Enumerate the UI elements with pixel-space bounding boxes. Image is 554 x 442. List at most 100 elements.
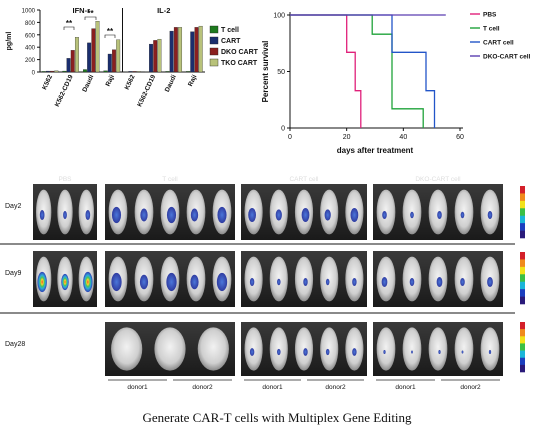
mouse [244, 256, 263, 302]
colorbar-segment [520, 343, 525, 351]
bar-category-label: Daudi [81, 74, 95, 93]
mouse [454, 189, 474, 235]
luminescence-signal [111, 206, 122, 224]
luminescence-signal [381, 276, 388, 288]
significance-bracket [104, 34, 116, 38]
bar [107, 53, 112, 73]
luminescence-signal [409, 277, 415, 287]
bar-legend-swatch [209, 47, 219, 56]
bar [66, 58, 71, 73]
luminescence-signal [275, 209, 282, 221]
bar-y-tick-label: 400 [25, 46, 36, 52]
luminescence-signal [139, 274, 149, 290]
mouse [320, 327, 339, 371]
bar [165, 71, 170, 73]
survival-legend-label: T cell [483, 26, 500, 33]
donor-label: donor2 [192, 384, 213, 391]
survival-x-tick-label: 0 [288, 134, 292, 141]
luminescence-signal [216, 272, 228, 292]
luminescence-signal [461, 350, 464, 354]
bar [116, 39, 121, 73]
luminescence-signal [249, 348, 255, 356]
luminescence-signal [190, 208, 199, 222]
luminescence-signal [190, 274, 199, 290]
luminescence-signal [85, 209, 91, 221]
bar-y-tick-label: 0 [32, 71, 36, 77]
mouse [402, 327, 422, 371]
image-row-label: Day2 [5, 203, 21, 210]
bar-category-label: K562 [41, 74, 54, 91]
survival-x-tick-label: 40 [399, 134, 407, 141]
bar [41, 71, 46, 73]
bar [70, 50, 75, 73]
donor-label: donor2 [460, 384, 481, 391]
luminescence-signal [410, 211, 414, 219]
luminescence-signal [382, 210, 387, 220]
colorbar-segment [520, 289, 525, 297]
bar [157, 38, 162, 73]
bar [178, 27, 183, 73]
donor-label: donor2 [325, 384, 346, 391]
bar-panel-title: IL-2 [157, 6, 170, 15]
bar-legend-label: T cell [221, 27, 239, 34]
mouse [454, 327, 474, 371]
survival-legend-label: PBS [483, 12, 497, 19]
luminescence-signal [325, 348, 330, 356]
mouse [480, 327, 500, 371]
colorbar-segment [520, 230, 525, 239]
luminescence-signal [487, 276, 493, 288]
luminescence-signal [217, 206, 227, 224]
survival-x-tick-label: 60 [456, 134, 464, 141]
mouse [244, 327, 263, 371]
luminescence-signal [352, 348, 357, 356]
bar [95, 21, 100, 73]
bar [112, 49, 116, 73]
mouse [320, 256, 339, 302]
luminescence-signal [39, 209, 45, 221]
colorbar-segment [520, 208, 525, 217]
mouse [111, 327, 143, 371]
bar-category-label: Raji [105, 74, 116, 88]
luminescence-signal [61, 273, 69, 291]
luminescence-signal [37, 271, 47, 293]
bar [190, 31, 195, 73]
luminescence-signal [140, 208, 148, 222]
donor-label: donor1 [127, 384, 148, 391]
survival-y-tick-label: 100 [273, 13, 285, 20]
survival-legend-label: CART cell [483, 40, 514, 47]
bar-legend-swatch [209, 25, 219, 34]
luminescence-signal [325, 278, 330, 286]
luminescence-signal [277, 348, 281, 356]
image-group-label: CART cell [289, 176, 319, 183]
luminescence-signal [383, 350, 386, 354]
bar [103, 70, 108, 73]
mouse [428, 327, 448, 371]
mouse [294, 256, 314, 302]
survival-series-line [290, 14, 436, 128]
luminescence-signal [277, 278, 281, 286]
colorbar-segment [520, 259, 525, 268]
bar [194, 27, 199, 73]
colorbar-segment [520, 266, 525, 275]
luminescence-signal [436, 276, 443, 288]
bar-y-axis-label: pg/ml [6, 32, 13, 51]
bar [153, 40, 158, 73]
bar-legend-swatch [209, 58, 219, 67]
significance-label: ** [107, 27, 114, 36]
bar-y-tick-label: 1000 [22, 9, 36, 15]
donor-label: donor1 [395, 384, 416, 391]
figure-caption: Generate CAR-T cells with Multiplex Gene… [142, 410, 412, 425]
luminescence-signal [111, 272, 122, 292]
survival-series-line [290, 14, 424, 128]
luminescence-signal [248, 207, 256, 223]
bar [83, 69, 87, 73]
luminescence-signal [249, 277, 255, 287]
luminescence-signal [487, 210, 493, 220]
survival-curve-chart: 0 20 40 60 0 50 100 days after treatment Percent… [261, 12, 531, 156]
colorbar-segment [520, 350, 525, 359]
survival-x-tick-label: 20 [343, 134, 351, 141]
bar [198, 25, 203, 73]
bar [50, 70, 55, 73]
bar-y-tick-label: 800 [25, 21, 36, 27]
